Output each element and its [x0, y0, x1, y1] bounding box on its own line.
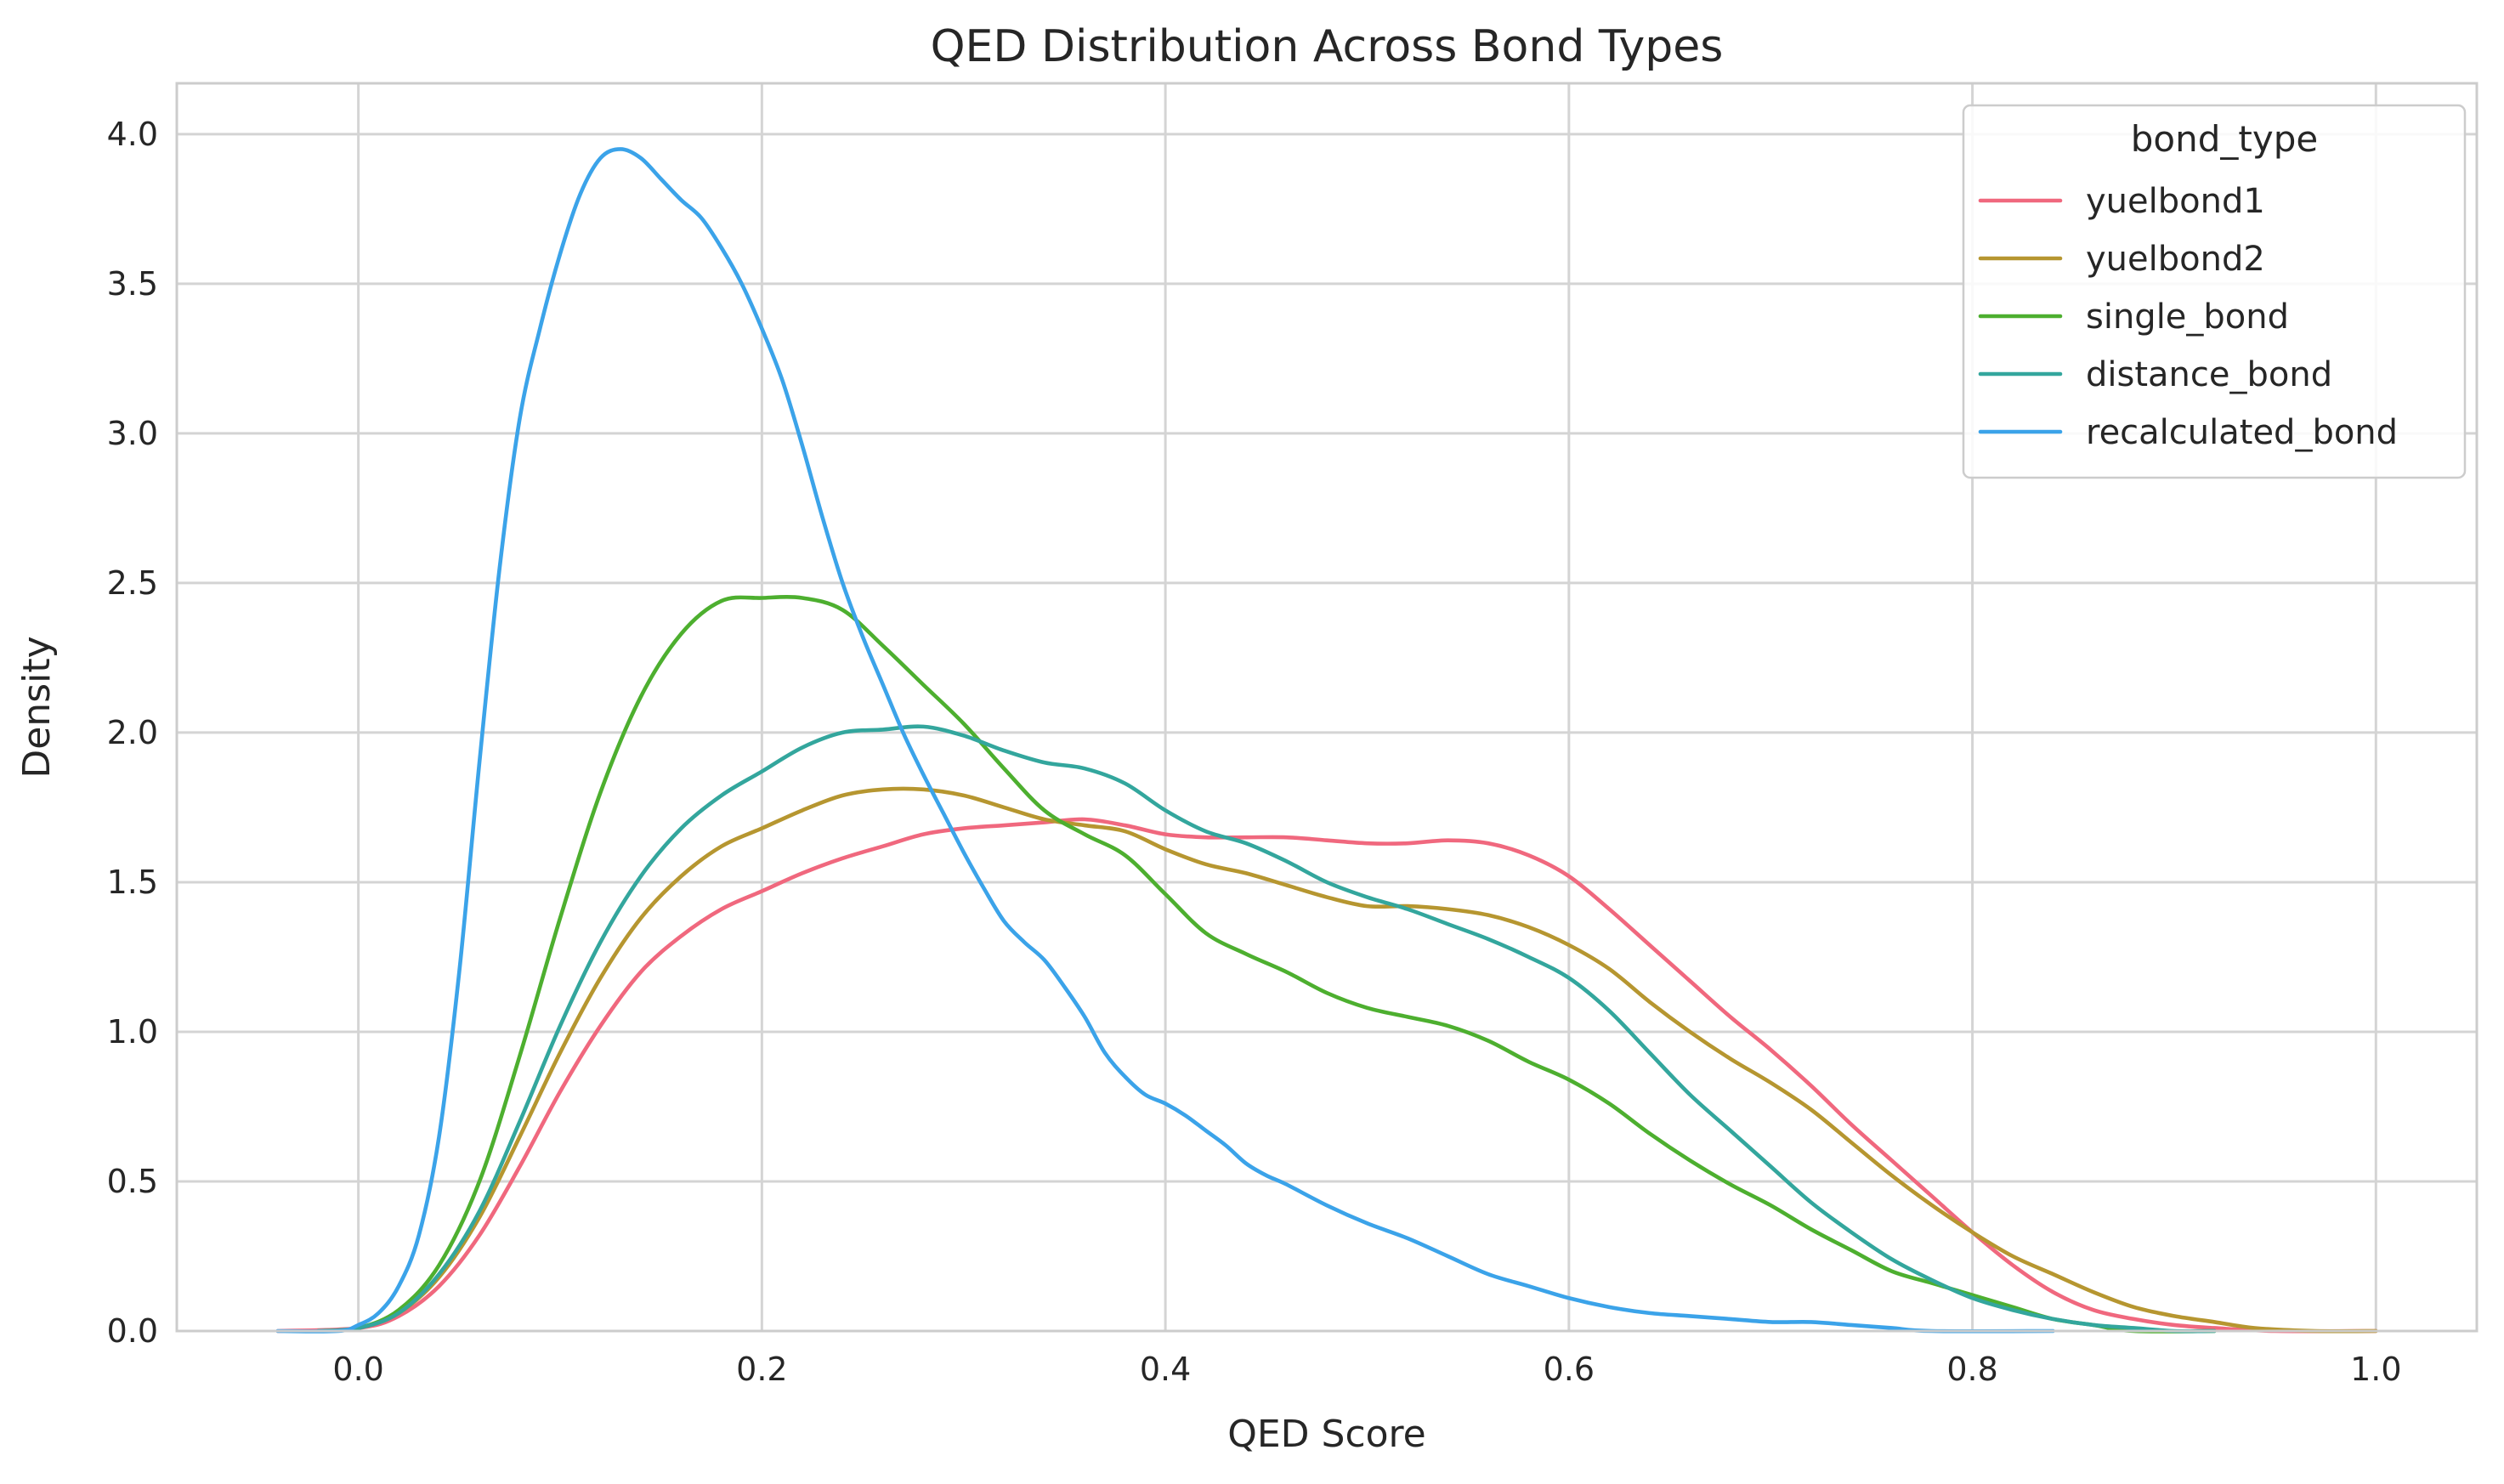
- legend-item: recalculated_bond: [1978, 413, 2398, 452]
- legend-title: bond_type: [2131, 118, 2318, 160]
- y-tick-label: 2.0: [107, 714, 158, 751]
- series-line-yuelbond2: [315, 786, 2378, 1334]
- x-tick-label: 0.0: [332, 1351, 383, 1388]
- series-lines: [275, 147, 2378, 1334]
- legend-item: yuelbond2: [1978, 240, 2265, 279]
- legend-box: [1962, 104, 2467, 479]
- legend-label: recalculated_bond: [2086, 413, 2398, 452]
- y-tick-label: 1.0: [107, 1013, 158, 1051]
- series-line-single-bond: [315, 595, 2217, 1334]
- legend-label: yuelbond1: [2086, 182, 2265, 221]
- y-axis-title: Density: [15, 636, 59, 778]
- y-tick-label: 4.0: [107, 116, 158, 153]
- legend-label: distance_bond: [2086, 355, 2332, 394]
- x-axis-title: QED Score: [1227, 1413, 1426, 1456]
- series-line-distance-bond: [315, 724, 2217, 1334]
- legend-label: yuelbond2: [2086, 240, 2265, 279]
- y-tick-label: 2.5: [107, 564, 158, 602]
- y-tick-label: 3.5: [107, 265, 158, 303]
- y-tick-label: 0.0: [107, 1312, 158, 1350]
- x-tick-label: 0.6: [1544, 1351, 1595, 1388]
- x-tick-label: 0.2: [736, 1351, 787, 1388]
- legend-items: yuelbond1 yuelbond2 single_bond distance_bo…: [1978, 182, 2398, 452]
- x-tick-labels: 0.0 0.2 0.4 0.6 0.8 1.0: [332, 1351, 2401, 1388]
- legend: bond_type yuelbond1 yuelbond2 single_bondd…: [1962, 104, 2467, 479]
- chart-title: QED Distribution Across Bond Types: [931, 21, 1724, 72]
- y-tick-label: 0.5: [107, 1163, 158, 1200]
- x-tick-label: 0.8: [1946, 1351, 1997, 1388]
- y-tick-labels: 0.0 0.5 1.0 1.5 2.0 2.5 3.0 3.5 4.0: [107, 116, 158, 1350]
- legend-label: single_bond: [2086, 297, 2289, 337]
- legend-item: yuelbond1: [1978, 182, 2265, 221]
- y-tick-label: 1.5: [107, 864, 158, 901]
- legend-item: single_bond: [1978, 297, 2289, 337]
- legend-item: distance_bond: [1978, 355, 2332, 394]
- x-tick-label: 1.0: [2350, 1351, 2401, 1388]
- series-line-recalculated-bond: [275, 147, 2055, 1334]
- plot-frame: [175, 82, 2479, 1333]
- x-tick-label: 0.4: [1140, 1351, 1191, 1388]
- y-tick-label: 3.0: [107, 415, 158, 452]
